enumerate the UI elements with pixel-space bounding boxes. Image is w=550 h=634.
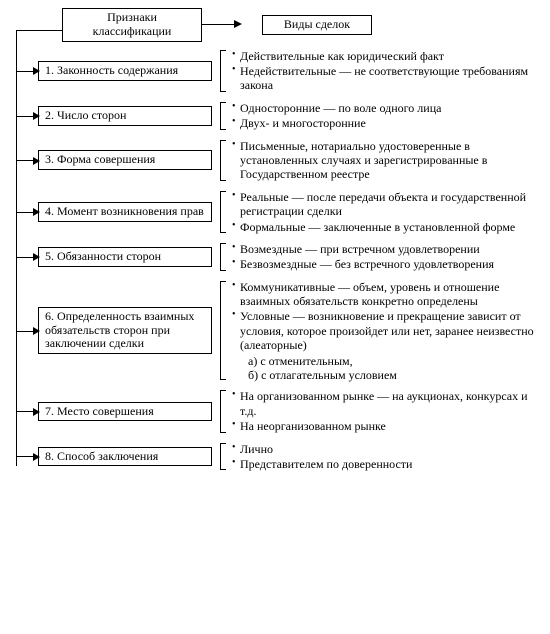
type-item: Представителем по доверенности	[232, 457, 542, 471]
type-item: Коммуникативные — объем, уровень и отнош…	[232, 280, 542, 309]
type-item: Возмездные — при встречном удовлетворени…	[232, 242, 542, 256]
type-item: На неорганизованном рынке	[232, 419, 542, 433]
header-row: Признаки классификации Виды сделок	[8, 8, 542, 42]
diagram-body: 1. Законность содержания Действительные к…	[8, 48, 542, 473]
category-box: 8. Способ заключения	[38, 447, 212, 467]
bracket-icon	[216, 279, 230, 383]
header-classification: Признаки классификации	[62, 8, 202, 42]
type-item: Безвозмездные — без встречного удовлетво…	[232, 257, 542, 271]
types-content: Односторонние — по воле одного лицаДвух-…	[230, 100, 542, 132]
classification-row: 6. Определенность взаимных обязательств …	[8, 279, 542, 383]
classification-row: 4. Момент возникновения прав Реальные — п…	[8, 189, 542, 235]
bracket-icon	[216, 138, 230, 183]
branch-arrow-icon	[16, 331, 38, 332]
arrow-icon	[202, 24, 242, 25]
bracket-icon	[216, 388, 230, 434]
types-content: На организованном рынке — на аукционах, …	[230, 388, 542, 434]
type-item: Односторонние — по воле одного лица	[232, 101, 542, 115]
types-content: Письменные, нотариально удостоверенные в…	[230, 138, 542, 183]
category-box: 7. Место совершения	[38, 402, 212, 422]
bracket-icon	[216, 189, 230, 235]
branch-arrow-icon	[16, 212, 38, 213]
types-content: Реальные — после передачи объекта и госу…	[230, 189, 542, 235]
category-box: 5. Обязанности сторон	[38, 247, 212, 267]
classification-row: 2. Число сторон Односторонние — по воле о…	[8, 100, 542, 132]
branch-arrow-icon	[16, 160, 38, 161]
type-item: Реальные — после передачи объекта и госу…	[232, 190, 542, 219]
bracket-icon	[216, 441, 230, 473]
classification-row: 7. Место совершения На организованном рын…	[8, 388, 542, 434]
type-item: Условные — возникновение и прекращение з…	[232, 309, 542, 352]
type-item: Лично	[232, 442, 542, 456]
type-item: Двух- и многосторонние	[232, 116, 542, 130]
bracket-icon	[216, 48, 230, 94]
branch-arrow-icon	[16, 257, 38, 258]
category-box: 3. Форма совершения	[38, 150, 212, 170]
classification-row: 8. Способ заключения ЛичноПредставителем …	[8, 441, 542, 473]
types-content: Действительные как юридический фактНедей…	[230, 48, 542, 94]
types-content: ЛичноПредставителем по доверенности	[230, 441, 542, 473]
types-content: Возмездные — при встречном удовлетворени…	[230, 241, 542, 273]
branch-arrow-icon	[16, 116, 38, 117]
classification-row: 3. Форма совершения Письменные, нотариаль…	[8, 138, 542, 183]
type-item: Действительные как юридический факт	[232, 49, 542, 63]
trunk-top-line	[16, 30, 62, 31]
classification-row: 5. Обязанности сторон Возмездные — при вс…	[8, 241, 542, 273]
classification-row: 1. Законность содержания Действительные к…	[8, 48, 542, 94]
branch-arrow-icon	[16, 411, 38, 412]
type-item: Формальные — заключенные в установленной…	[232, 220, 542, 234]
bracket-icon	[216, 100, 230, 132]
category-box: 4. Момент возникновения прав	[38, 202, 212, 222]
category-box: 2. Число сторон	[38, 106, 212, 126]
branch-arrow-icon	[16, 71, 38, 72]
branch-arrow-icon	[16, 456, 38, 457]
type-item: Письменные, нотариально удостоверенные в…	[232, 139, 542, 182]
types-content: Коммуникативные — объем, уровень и отнош…	[230, 279, 542, 383]
type-item: Недействительные — не соответствующие тр…	[232, 64, 542, 93]
category-box: 6. Определенность взаимных обязательств …	[38, 307, 212, 354]
type-subitem: б) с отлагательным условием	[232, 368, 542, 382]
header-types: Виды сделок	[262, 15, 372, 35]
category-box: 1. Законность содержания	[38, 61, 212, 81]
type-subitem: а) с отменительным,	[232, 354, 542, 368]
type-item: На организованном рынке — на аукционах, …	[232, 389, 542, 418]
bracket-icon	[216, 241, 230, 273]
